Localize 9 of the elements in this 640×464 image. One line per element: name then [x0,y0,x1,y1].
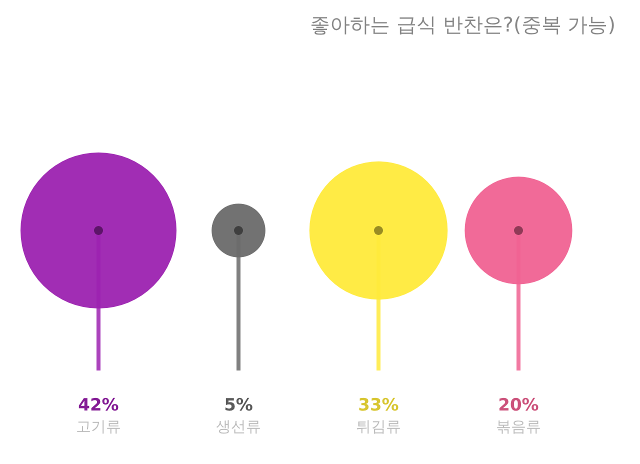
data-label: 42% [78,396,119,416]
category-label: 튀김류 [356,418,401,436]
data-label: 33% [358,396,399,416]
data-label: 5% [224,396,253,416]
text: 좋아하는 급식 반찬은?(중복 가능) [310,12,616,36]
category-label: 고기류 [76,418,121,436]
data-label: 20% [498,396,539,416]
category-label: 볶음류 [496,418,541,436]
category-label: 생선류 [216,418,261,436]
